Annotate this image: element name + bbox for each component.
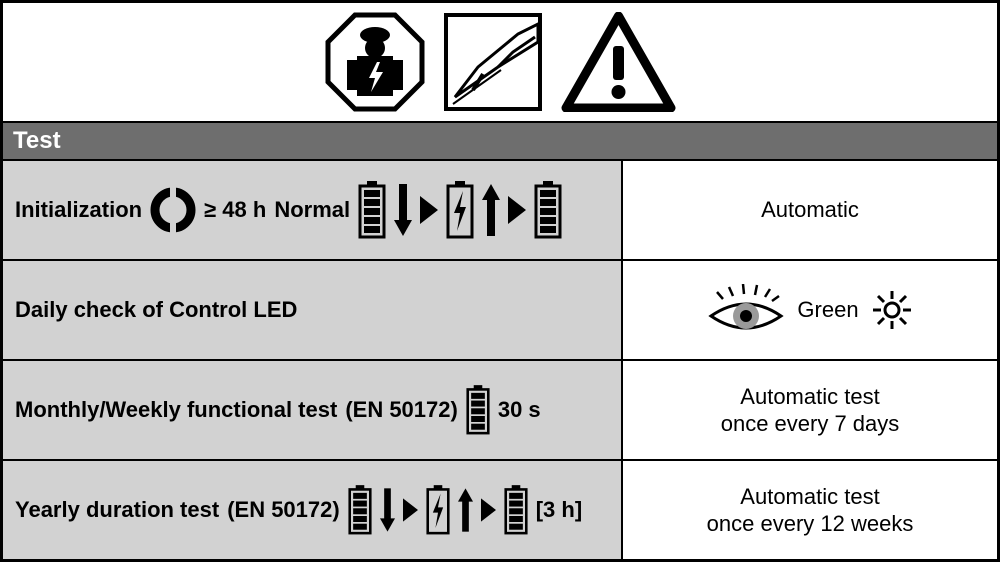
electrical-worker-icon xyxy=(325,12,425,112)
row1-right: Automatic xyxy=(623,161,997,259)
document-container: Test Initialization ≥ 48 h Normal xyxy=(0,0,1000,562)
eye-icon xyxy=(707,284,785,336)
battery-bolt-icon xyxy=(426,485,450,535)
battery-full-icon xyxy=(534,181,562,239)
row2-right: Green xyxy=(623,261,997,359)
row3-right-text: Automatic test once every 7 days xyxy=(721,383,900,438)
battery-full-icon xyxy=(358,181,386,239)
row3-left: Monthly/Weekly functional test (EN 50172… xyxy=(3,361,623,459)
arrow-down-icon xyxy=(380,488,395,532)
standard: (EN 50172) xyxy=(227,497,340,523)
label-normal: Normal xyxy=(274,197,350,223)
row4-right-text: Automatic test once every 12 weeks xyxy=(707,483,914,538)
green-label: Green xyxy=(797,296,858,324)
title-text: Test xyxy=(13,127,61,155)
triangle-right-icon xyxy=(508,196,526,224)
table-row: Monthly/Weekly functional test (EN 50172… xyxy=(3,359,997,459)
test-table: Initialization ≥ 48 h Normal xyxy=(3,161,997,559)
table-row: Daily check of Control LED Green xyxy=(3,259,997,359)
row1-right-text: Automatic xyxy=(761,196,859,224)
triangle-right-icon xyxy=(403,498,418,522)
arrow-up-icon xyxy=(482,184,500,236)
row4-right: Automatic test once every 12 weeks xyxy=(623,461,997,559)
duration-30s: 30 s xyxy=(498,397,541,423)
row2-left: Daily check of Control LED xyxy=(3,261,623,359)
battery-full-icon xyxy=(348,485,372,535)
arrow-up-icon xyxy=(458,488,473,532)
battery-full-icon xyxy=(466,385,490,435)
arrow-down-icon xyxy=(394,184,412,236)
table-row: Initialization ≥ 48 h Normal xyxy=(3,161,997,259)
warning-triangle-icon xyxy=(561,12,676,112)
row3-right: Automatic test once every 7 days xyxy=(623,361,997,459)
battery-bolt-icon xyxy=(446,181,474,239)
label-initialization: Initialization xyxy=(15,197,142,223)
label-monthly-weekly: Monthly/Weekly functional test xyxy=(15,397,337,423)
label-yearly: Yearly duration test xyxy=(15,497,219,523)
table-row: Yearly duration test (EN 50172) xyxy=(3,459,997,559)
hand-writing-icon xyxy=(443,12,543,112)
init-duration: ≥ 48 h xyxy=(204,197,266,223)
battery-full-icon xyxy=(504,485,528,535)
triangle-right-icon xyxy=(420,196,438,224)
duration-3h: [3 h] xyxy=(536,497,582,523)
row1-left: Initialization ≥ 48 h Normal xyxy=(3,161,623,259)
sun-icon xyxy=(871,289,913,331)
ring-icon xyxy=(150,187,196,233)
triangle-right-icon xyxy=(481,498,496,522)
title-bar: Test xyxy=(3,121,997,161)
label-daily-check: Daily check of Control LED xyxy=(15,297,297,323)
header-icons xyxy=(3,3,997,121)
standard: (EN 50172) xyxy=(345,397,458,423)
row4-left: Yearly duration test (EN 50172) xyxy=(3,461,623,559)
